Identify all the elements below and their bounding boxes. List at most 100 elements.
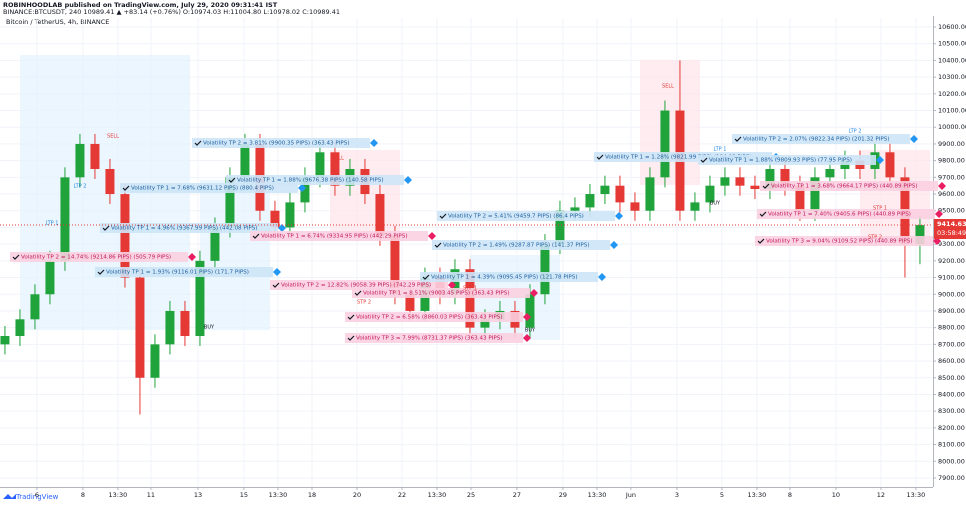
y-tick-label: 8100.00: [938, 441, 965, 449]
annotation-text: Volatility TP 2 = 5.41% (9459.7 PIPS) (8…: [448, 214, 584, 220]
candle-body: [600, 185, 610, 195]
annotation: Volatility TP 1 = 4.96% (9367.99 PIPS) (…: [100, 223, 286, 233]
y-tick-label: 9300.00: [938, 240, 965, 248]
candle-body: [195, 260, 205, 337]
annotation: Volatility TP 3 = 7.99% (8731.37 PIPS) (…: [345, 333, 531, 343]
signal-label: BUY: [525, 328, 536, 334]
annotation: Volatility TP 2 = 3.81% (9900.35 PIPS) (…: [192, 138, 378, 148]
check-icon: [252, 233, 260, 239]
candle-body: [915, 225, 925, 245]
zone: [640, 60, 700, 185]
annotation: Volatility TP 2 = 1.49% (9287.87 PIPS) (…: [432, 240, 618, 250]
candle-body: [585, 194, 595, 208]
signal-label: SELL: [662, 84, 674, 90]
annotation-text: Volatility TP 2 = 1.49% (9287.87 PIPS) (…: [443, 243, 590, 249]
annotation: Volatility TP 1 = 6.74% (9334.95 PIPS) (…: [250, 231, 436, 241]
annotation-box: [437, 211, 615, 221]
annotation-text: Volatility TP 1 = 4.96% (9367.99 PIPS) (…: [111, 226, 258, 232]
y-tick-label: 8900.00: [938, 307, 965, 315]
logo-icon: [3, 494, 16, 499]
annotation: Volatility TP 1 = 1.93% (9116.01 PIPS) (…: [95, 267, 281, 277]
annotation-text: Volatility TP 1 = 1.28% (9821.99 PIPS) (…: [605, 155, 752, 161]
signal-label: STP 2: [868, 235, 882, 241]
y-tick-label: 9700.00: [938, 173, 965, 181]
annotation-text: Volatility TP 1 = 7.40% (9405.6 PIPS) (4…: [768, 212, 911, 218]
candle-body: [615, 185, 625, 203]
brand: TradingView: [15, 493, 59, 501]
signal-label: STP 1: [463, 286, 477, 292]
candle-body: [705, 185, 715, 203]
signal-label: LTP 1: [714, 147, 727, 153]
footer-logo: TradingView: [3, 493, 59, 501]
x-tick-label: 22: [398, 491, 406, 499]
signal-label: SELL: [332, 156, 344, 162]
check-icon: [102, 225, 110, 231]
check-icon: [272, 282, 280, 288]
last-price-label: 9414.63: [937, 220, 966, 228]
annotation-box: [432, 240, 610, 250]
check-icon: [422, 274, 430, 280]
annotation-box: [345, 333, 523, 343]
signal-label: STP 2: [357, 300, 371, 306]
annotation-text: Volatility TP 1 = 1.88% (9809.93 PIPS) (…: [709, 158, 852, 164]
candle-body: [795, 185, 805, 211]
candle-body: [15, 319, 25, 337]
diamond: [876, 156, 884, 164]
annotation-text: Volatility TP 2 = 6.58% (8860.03 PIPS) (…: [356, 315, 503, 321]
y-tick-label: 10600.00: [938, 23, 966, 31]
check-icon: [439, 213, 447, 219]
annotation-text: Volatility TP 3 = 9.04% (9109.52 PIPS) (…: [766, 239, 913, 245]
annotation-box: [594, 152, 772, 162]
diamond: [278, 224, 286, 232]
candle-body: [105, 168, 115, 195]
annotation-box: [698, 155, 876, 165]
y-tick-label: 9800.00: [938, 157, 965, 165]
y-tick-label: 9000.00: [938, 290, 965, 298]
candle-body: [330, 152, 340, 186]
annotation-box: [10, 252, 188, 262]
y-tick-label: 8600.00: [938, 357, 965, 365]
candle-body: [270, 210, 280, 228]
y-tick-label: 8000.00: [938, 457, 965, 465]
x-tick-label: 13:30: [748, 491, 767, 499]
annotation: Volatility TP 1 = 1.88% (9676.38 PIPS) (…: [226, 175, 412, 185]
check-icon: [596, 154, 604, 160]
candle-body: [405, 294, 415, 311]
annotation: Volatility TP 1 = 1.88% (9809.93 PIPS) (…: [698, 155, 884, 165]
candle-body: [30, 294, 40, 320]
candle-body: [150, 344, 160, 378]
x-tick-label: 25: [467, 491, 475, 499]
check-icon: [757, 238, 765, 244]
x-tick-label: 3: [675, 491, 679, 499]
annotation: Volatility TP 2 = 12.82% (9058.39 PIPS) …: [270, 280, 456, 290]
candle-body: [480, 319, 490, 328]
signal-label: LTP 1: [46, 221, 59, 227]
x-tick-label: 13:30: [428, 491, 447, 499]
x-tick-label: 10: [832, 491, 840, 499]
y-tick-label: 8800.00: [938, 324, 965, 332]
candle-body: [630, 202, 640, 211]
y-tick-label: 9500.00: [938, 207, 965, 215]
y-tick-label: 10300.00: [938, 73, 966, 81]
candle-body: [750, 185, 760, 190]
annotation-text: Volatility TP 1 = 8.51% (9003.45 PIPS) (…: [363, 291, 510, 297]
annotation: Volatility TP 1 = 7.40% (9405.6 PIPS) (4…: [757, 209, 943, 219]
annotation-box: [250, 231, 428, 241]
annotation-box: [95, 267, 273, 277]
x-tick-label: 15: [240, 491, 248, 499]
annotation: Volatility TP 2 = 2.07% (9822.34 PIPS) (…: [732, 134, 918, 144]
symbol-line: BINANCE:BTCUSDT, 240 10989.41 ▲ +83.14 (…: [3, 8, 340, 16]
x-tick-label: 20: [353, 491, 361, 499]
candle-body: [720, 177, 730, 186]
annotation: Volatility TP 1 = 7.68% (9631.12 PIPS) (…: [120, 183, 306, 193]
candle-body: [465, 269, 475, 328]
annotation: Volatility TP 1 = 8.51% (9003.45 PIPS) (…: [352, 288, 538, 298]
candle-body: [90, 143, 100, 169]
diamond: [598, 273, 606, 281]
diamond: [910, 135, 918, 143]
annotation-box: [270, 280, 448, 290]
annotation-text: Volatility TP 2 = 2.07% (9822.34 PIPS) (…: [743, 137, 890, 143]
signal-label: BUY: [204, 325, 215, 331]
x-tick-label: 6: [35, 491, 39, 499]
candle-body: [300, 177, 310, 203]
